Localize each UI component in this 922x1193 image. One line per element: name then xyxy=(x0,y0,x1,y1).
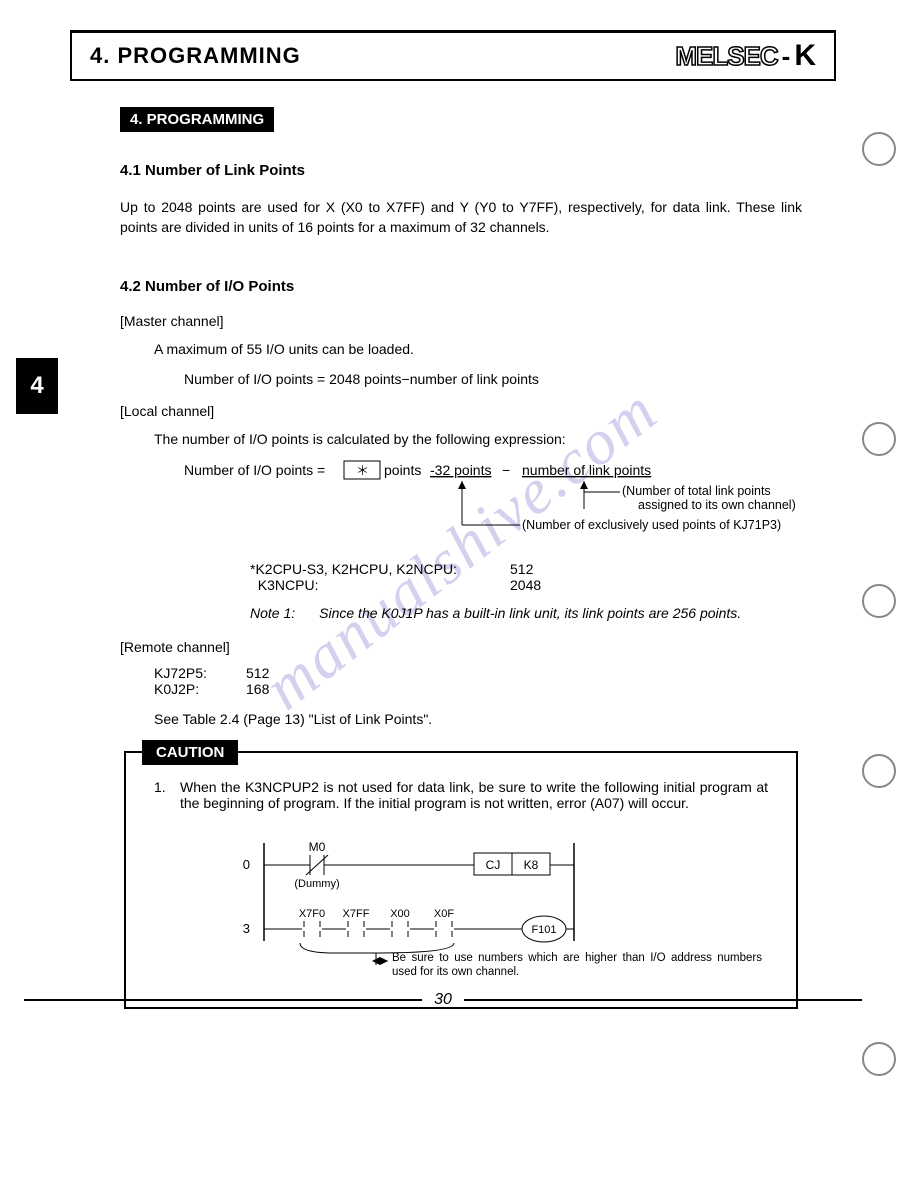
brand-dash: - xyxy=(782,41,791,72)
mid: points xyxy=(384,462,421,478)
formula-svg: Number of I/O points = ＊ points -32 poin… xyxy=(184,459,834,551)
cpu-row-2: K3NCPU: 2048 xyxy=(250,577,802,593)
brand: MELSEC - K xyxy=(675,39,816,73)
caution-item-num: 1. xyxy=(154,779,172,811)
cpu-list: *K2CPU-S3, K2HCPU, K2NCPU: 512 K3NCPU: 2… xyxy=(250,561,802,593)
svg-text:X0F: X0F xyxy=(434,908,454,920)
remote-1-label: KJ72P5: xyxy=(154,665,246,681)
f101-label: F101 xyxy=(531,924,556,936)
svg-text:X7F0: X7F0 xyxy=(299,908,325,920)
cj-label: CJ xyxy=(486,858,501,872)
master-formula: Number of I/O points = 2048 points−numbe… xyxy=(184,369,802,389)
cpu-1-label: *K2CPU-S3, K2HCPU, K2NCPU: xyxy=(250,561,510,577)
star: ＊ xyxy=(356,463,369,478)
contact-x7f0: X7F0 xyxy=(299,908,325,937)
cpu-row-1: *K2CPU-S3, K2HCPU, K2NCPU: 512 xyxy=(250,561,802,577)
ladder-footnote: Be sure to use numbers which are higher … xyxy=(392,951,762,980)
m0-label: M0 xyxy=(309,840,326,854)
u2: number of link points xyxy=(522,462,651,478)
master-channel-label: [Master channel] xyxy=(120,313,802,329)
remote-row-1: KJ72P5: 512 xyxy=(154,665,802,681)
dash: − xyxy=(502,462,510,478)
remote-channel-label: [Remote channel] xyxy=(120,639,802,655)
see-reference: See Table 2.4 (Page 13) "List of Link Po… xyxy=(154,711,802,727)
binder-hole-5 xyxy=(862,1042,896,1076)
note2: (Number of exclusively used points of KJ… xyxy=(522,518,781,532)
note1-label: Note 1: xyxy=(250,605,295,621)
arrow2-head xyxy=(580,481,588,489)
svg-text:X00: X00 xyxy=(390,908,410,920)
ladder-diagram: 0 M0 (Dummy) CJ K8 xyxy=(154,823,774,993)
cpu-2-label: K3NCPU: xyxy=(250,577,510,593)
remote-row-2: K0J2P: 168 xyxy=(154,681,802,697)
lhs: Number of I/O points = xyxy=(184,462,325,478)
caution-badge: CAUTION xyxy=(142,740,238,765)
caution-item-text: When the K3NCPUP2 is not used for data l… xyxy=(180,779,768,811)
caution-frame: CAUTION 1. When the K3NCPUP2 is not used… xyxy=(124,751,798,1009)
brand-outline: MELSEC xyxy=(675,41,777,72)
sec41-para: Up to 2048 points are used for X (X0 to … xyxy=(120,197,802,238)
page-number: 30 xyxy=(434,991,452,1009)
u1: -32 points xyxy=(430,462,491,478)
dummy-label: (Dummy) xyxy=(294,878,339,890)
remote-2-value: 168 xyxy=(246,681,269,697)
note1-block: Note 1: Since the K0J1P has a built-in l… xyxy=(250,605,802,621)
section-badge: 4. PROGRAMMING xyxy=(120,107,274,132)
header-bar: 4. PROGRAMMING MELSEC - K xyxy=(70,30,836,81)
subsection-42-title: 4.2 Number of I/O Points xyxy=(120,278,802,295)
local-intro: The number of I/O points is calculated b… xyxy=(154,429,802,449)
page-number-bar: 30 xyxy=(24,991,862,1009)
page: 4. PROGRAMMING MELSEC - K 4 4. PROGRAMMI… xyxy=(0,0,922,1029)
footer-line-left xyxy=(24,999,422,1001)
cpu-2-value: 2048 xyxy=(510,577,541,593)
chapter-tab: 4 xyxy=(16,358,58,414)
remote-list: KJ72P5: 512 K0J2P: 168 xyxy=(154,665,802,697)
local-channel-label: [Local channel] xyxy=(120,403,802,419)
subsection-41-title: 4.1 Number of Link Points xyxy=(120,162,802,179)
content: 4. PROGRAMMING 4.1 Number of Link Points… xyxy=(60,99,862,1009)
local-formula-diagram: Number of I/O points = ＊ points -32 poin… xyxy=(184,459,802,551)
caution-item-1: 1. When the K3NCPUP2 is not used for dat… xyxy=(154,779,768,811)
contact-x00: X00 xyxy=(390,908,410,937)
rung1-step: 3 xyxy=(243,921,250,936)
note1b: assigned to its own channel) xyxy=(638,498,796,512)
arrow1-head xyxy=(458,481,466,489)
rung0-step: 0 xyxy=(243,857,250,872)
note1a: (Number of total link points xyxy=(622,484,771,498)
contact-x0f: X0F xyxy=(434,908,454,937)
master-line1: A maximum of 55 I/O units can be loaded. xyxy=(154,339,802,359)
caution-inner: 1. When the K3NCPUP2 is not used for dat… xyxy=(126,753,796,1007)
footer-line-right xyxy=(464,999,862,1001)
k8-label: K8 xyxy=(524,858,539,872)
chapter-title: 4. PROGRAMMING xyxy=(90,43,301,69)
remote-2-label: K0J2P: xyxy=(154,681,246,697)
brand-k: K xyxy=(794,39,816,73)
note1-text: Since the K0J1P has a built-in link unit… xyxy=(319,605,741,621)
contact-x7ff: X7FF xyxy=(343,908,370,937)
svg-text:X7FF: X7FF xyxy=(343,908,370,920)
remote-1-value: 512 xyxy=(246,665,269,681)
cpu-1-value: 512 xyxy=(510,561,533,577)
